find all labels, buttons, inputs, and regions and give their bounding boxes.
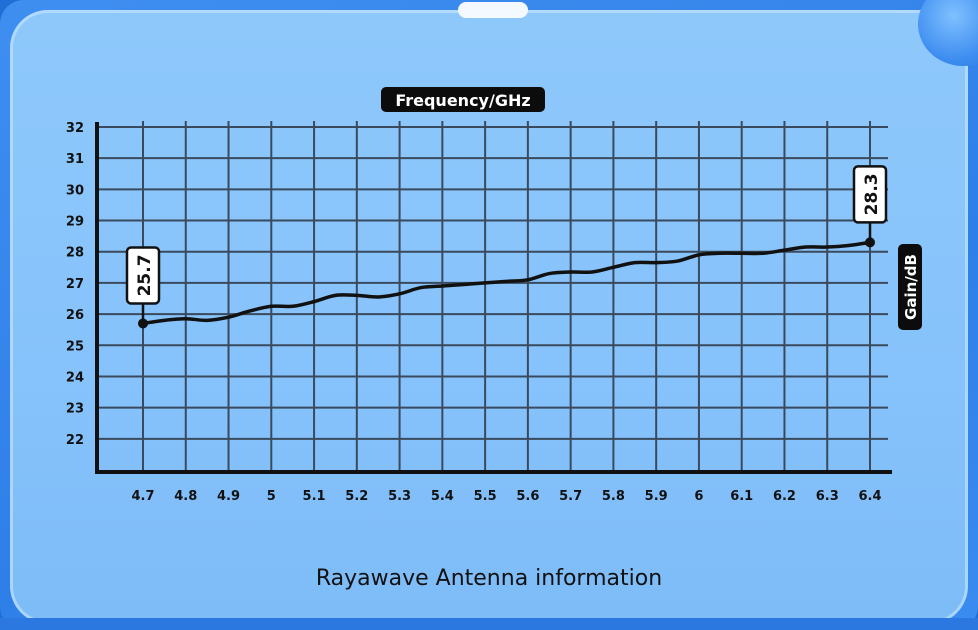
top-notch bbox=[458, 2, 528, 18]
x-tick-label: 6.4 bbox=[858, 489, 881, 504]
y-tick-label: 24 bbox=[66, 370, 84, 385]
svg-text:Frequency/GHz: Frequency/GHz bbox=[395, 91, 530, 110]
data-point bbox=[138, 318, 148, 329]
x-tick-label: 4.7 bbox=[131, 489, 154, 504]
x-tick-label: 5.2 bbox=[345, 489, 368, 504]
y-tick-label: 26 bbox=[66, 308, 84, 323]
x-axis-label: Frequency/GHz bbox=[381, 87, 545, 112]
data-point bbox=[865, 237, 875, 248]
x-tick-label: 4.9 bbox=[217, 489, 240, 504]
x-tick-label: 6.1 bbox=[730, 489, 753, 504]
y-tick-label: 30 bbox=[66, 183, 84, 198]
y-tick-label: 23 bbox=[66, 402, 84, 417]
svg-text:Gain/dB: Gain/dB bbox=[902, 254, 920, 320]
y-tick-label: 32 bbox=[66, 121, 84, 136]
y-tick-label: 31 bbox=[66, 152, 84, 167]
x-tick-label: 5.6 bbox=[516, 489, 539, 504]
gain-line bbox=[141, 240, 872, 326]
y-tick-label: 22 bbox=[66, 433, 84, 448]
y-tick-label: 29 bbox=[66, 215, 84, 230]
svg-text:25.7: 25.7 bbox=[135, 254, 155, 296]
svg-text:28.3: 28.3 bbox=[862, 173, 882, 215]
data-label: 28.3 bbox=[852, 165, 888, 248]
x-tick-label: 5.4 bbox=[431, 489, 454, 504]
chart-panel bbox=[10, 10, 968, 624]
x-tick-label: 5.7 bbox=[559, 489, 582, 504]
x-tick-label: 5.5 bbox=[474, 489, 497, 504]
y-axis-label: Gain/dB bbox=[898, 244, 922, 330]
x-tick-label: 5.9 bbox=[645, 489, 668, 504]
x-tick-label: 6.3 bbox=[816, 489, 839, 504]
x-tick-label: 5.3 bbox=[388, 489, 411, 504]
x-tick-label: 6.2 bbox=[773, 489, 796, 504]
x-tick-label: 5.1 bbox=[303, 489, 326, 504]
y-tick-label: 28 bbox=[66, 246, 84, 261]
bottom-edge bbox=[0, 618, 978, 630]
x-tick-label: 5.8 bbox=[602, 489, 625, 504]
data-label: 25.7 bbox=[125, 246, 161, 329]
y-tick-label: 27 bbox=[66, 277, 84, 292]
x-tick-label: 6 bbox=[694, 489, 703, 504]
x-tick-label: 4.8 bbox=[174, 489, 197, 504]
x-tick-label: 5 bbox=[267, 489, 276, 504]
y-tick-label: 25 bbox=[66, 339, 84, 354]
chart-caption: Rayawave Antenna information bbox=[315, 566, 663, 591]
